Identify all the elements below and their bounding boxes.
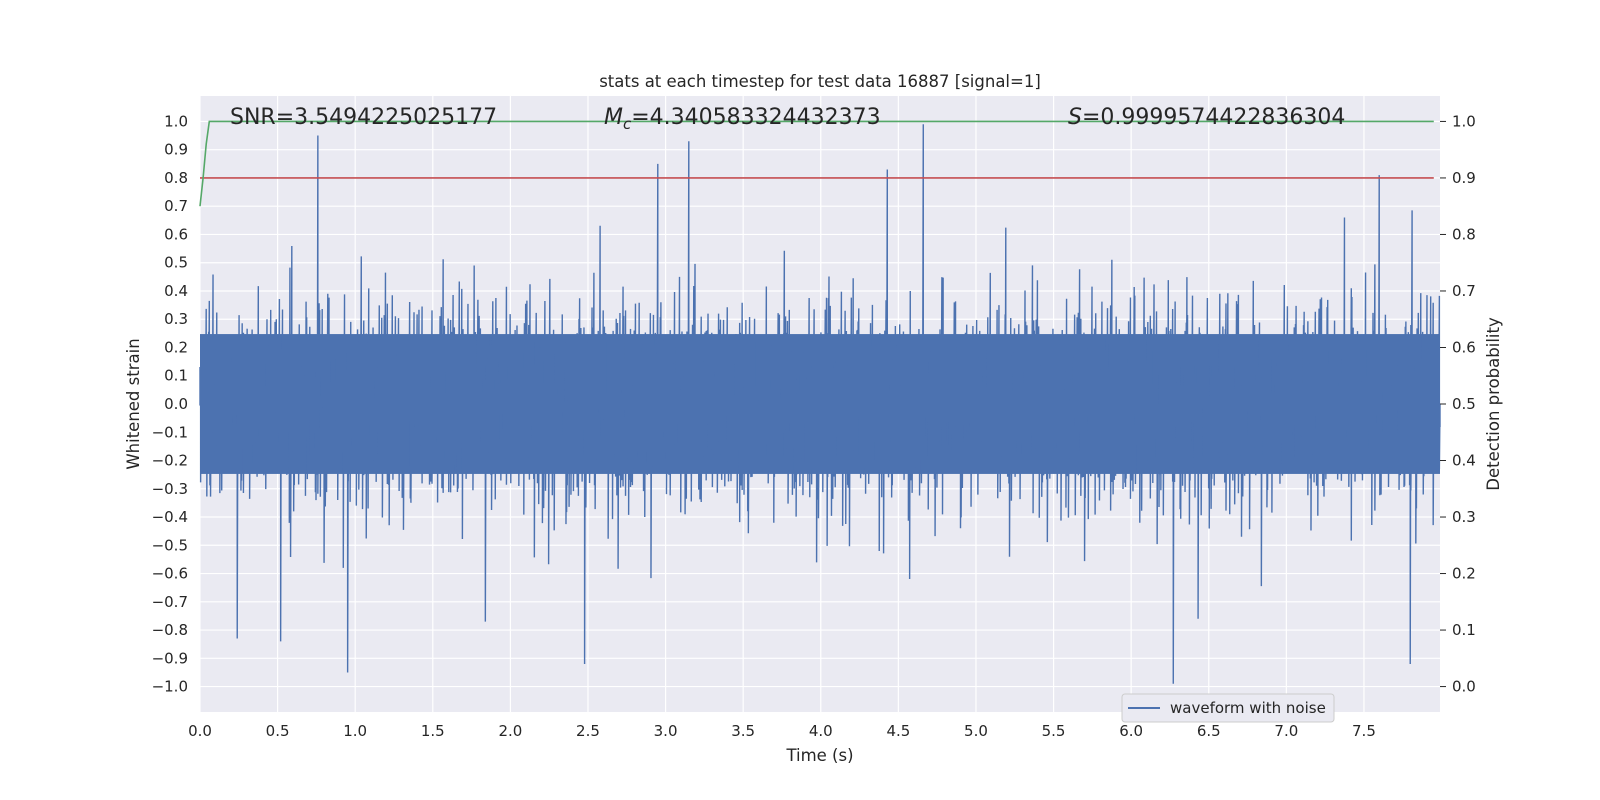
y-axis-label-right: Detection probability — [1484, 317, 1503, 491]
y-right-tick-label: 0.0 — [1452, 678, 1476, 696]
y-right-tick-label: 0.3 — [1452, 508, 1476, 526]
y-right-tick-label: 0.7 — [1452, 282, 1476, 300]
x-tick-label: 7.5 — [1352, 722, 1376, 740]
y-left-tick-label: 0.9 — [164, 141, 188, 159]
chirp-mass-annotation: Mc=4.340583324432373 — [604, 105, 881, 133]
y-left-tick-label: 1.0 — [164, 112, 188, 130]
y-right-tick-label: 0.8 — [1452, 225, 1476, 243]
tick-labels: 0.0 0.5 1.0 1.5 2.0 2.5 3.0 3.5 4.0 4.5 5.0 5.5 6.0 6… — [152, 112, 1476, 740]
detection-statistic-value: =0.9999574422836304 — [1082, 105, 1345, 130]
x-tick-label: 1.5 — [421, 722, 445, 740]
y-left-tick-label: 0.5 — [164, 254, 188, 272]
y-right-tick-label: 0.4 — [1452, 452, 1476, 470]
x-axis-label: Time (s) — [785, 746, 853, 765]
y-right-tick-label: 0.9 — [1452, 169, 1476, 187]
x-tick-label: 5.5 — [1042, 722, 1066, 740]
y-axis-label-left: Whitened strain — [124, 338, 143, 469]
x-tick-label: 4.5 — [886, 722, 910, 740]
y-left-tick-label: −0.6 — [152, 565, 188, 583]
x-tick-label: 0.0 — [188, 722, 212, 740]
y-left-tick-label: 0.1 — [164, 367, 188, 385]
y-left-tick-label: 0.8 — [164, 169, 188, 187]
y-left-tick-label: 0.4 — [164, 282, 188, 300]
chirp-mass-value: =4.340583324432373 — [631, 105, 880, 130]
legend-label: waveform with noise — [1170, 699, 1326, 717]
legend: waveform with noise — [1121, 693, 1335, 723]
y-left-tick-label: 0.6 — [164, 225, 188, 243]
x-tick-label: 2.5 — [576, 722, 600, 740]
y-left-tick-label: −0.7 — [152, 593, 188, 611]
y-right-tick-label: 0.2 — [1452, 565, 1476, 583]
waveform-series — [199, 124, 1441, 684]
x-tick-label: 3.0 — [654, 722, 678, 740]
chirp-mass-subscript: c — [623, 115, 632, 133]
x-tick-label: 3.5 — [731, 722, 755, 740]
waveform-line — [199, 124, 1441, 684]
y-left-tick-label: 0.0 — [164, 395, 188, 413]
legend-box — [1121, 693, 1335, 723]
y-left-tick-label: −0.4 — [152, 508, 188, 526]
y-right-tick-label: 1.0 — [1452, 112, 1476, 130]
x-tick-label: 4.0 — [809, 722, 833, 740]
detection-statistic-symbol: S — [1068, 105, 1082, 130]
x-tick-label: 2.0 — [498, 722, 522, 740]
x-tick-label: 0.5 — [266, 722, 290, 740]
y-left-tick-label: −0.2 — [152, 452, 188, 470]
y-left-tick-label: −1.0 — [152, 678, 188, 696]
y-right-tick-label: 0.5 — [1452, 395, 1476, 413]
x-tick-label: 5.0 — [964, 722, 988, 740]
snr-annotation: SNR=3.5494225025177 — [230, 105, 497, 130]
x-tick-label: 1.0 — [343, 722, 367, 740]
y-left-tick-label: 0.7 — [164, 197, 188, 215]
y-right-tick-label: 0.1 — [1452, 621, 1476, 639]
chart-title: stats at each timestep for test data 168… — [599, 72, 1041, 91]
x-tick-label: 7.0 — [1274, 722, 1298, 740]
detection-statistic-annotation: S=0.9999574422836304 — [1068, 105, 1345, 130]
y-left-tick-label: −0.8 — [152, 621, 188, 639]
y-left-tick-label: 0.2 — [164, 338, 188, 356]
y-left-tick-label: −0.1 — [152, 423, 188, 441]
y-right-tick-label: 0.6 — [1452, 338, 1476, 356]
y-left-tick-label: −0.5 — [152, 536, 188, 554]
y-left-tick-label: −0.3 — [152, 480, 188, 498]
y-left-tick-label: −0.9 — [152, 649, 188, 667]
line-series — [199, 120, 1434, 207]
y-left-tick-label: 0.3 — [164, 310, 188, 328]
x-tick-label: 6.5 — [1197, 722, 1221, 740]
detection-probability-line — [199, 120, 1434, 207]
x-tick-label: 6.0 — [1119, 722, 1143, 740]
chirp-mass-symbol: M — [604, 105, 623, 130]
